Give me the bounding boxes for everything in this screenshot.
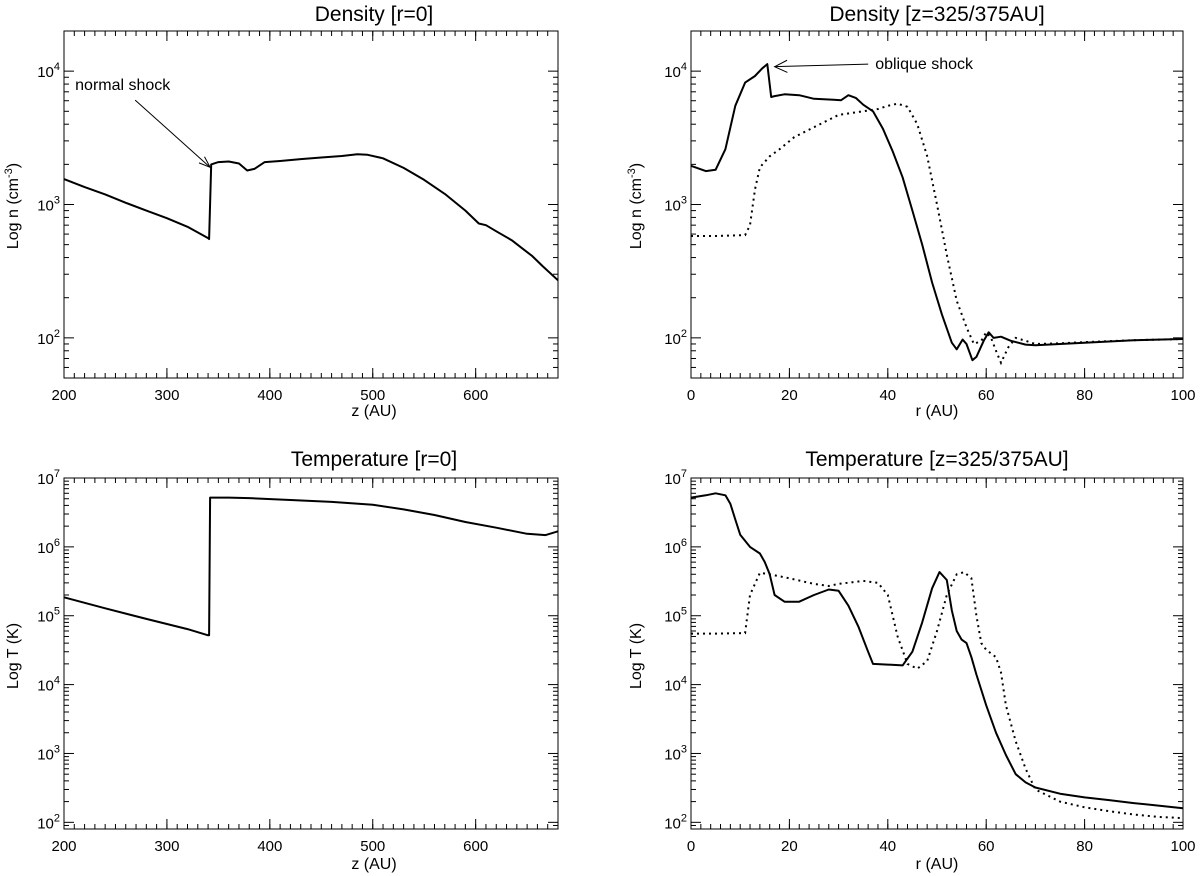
x-tick-label: 200 [51, 387, 76, 404]
y-tick-label: 103 [37, 195, 60, 215]
series-line-z-375au [691, 102, 1184, 366]
y-axis-label: Log T (K) [5, 623, 22, 689]
y-tick-label: 107 [664, 468, 687, 488]
y-tick-label: 104 [664, 675, 687, 695]
axes-frame [63, 477, 559, 830]
x-tick-label: 0 [687, 838, 695, 855]
x-tick-label: 300 [154, 838, 179, 855]
axis-ticks: 200 300 400 500 600 102 103 104 [37, 30, 559, 404]
y-tick-label: 104 [664, 61, 687, 81]
x-axis-label: r (AU) [916, 856, 959, 873]
x-tick-label: 400 [257, 387, 282, 404]
series-line-solid [63, 153, 559, 282]
x-tick-label: 400 [257, 838, 282, 855]
axis-ticks: 0 20 40 60 80 100 102 103 104 [664, 30, 1196, 404]
annotation-arrow [774, 63, 869, 68]
plot-area [63, 477, 559, 830]
series-group [63, 153, 559, 282]
x-tick-label: 100 [1170, 838, 1195, 855]
x-tick-label: 500 [360, 838, 385, 855]
x-tick-label: 500 [360, 387, 385, 404]
x-tick-label: 80 [1076, 387, 1093, 404]
annotation-normal-shock: normal shock [75, 77, 171, 94]
y-tick-label: 104 [37, 675, 60, 695]
y-axis-label-sup: -3 [626, 168, 638, 178]
x-tick-label: 200 [51, 838, 76, 855]
y-tick-label: 102 [664, 328, 687, 348]
y-tick-label: 106 [664, 537, 687, 557]
axes-frame [690, 30, 1184, 379]
x-axis-label: z (AU) [351, 856, 396, 873]
x-tick-label: 20 [781, 838, 798, 855]
plot-area [690, 477, 1184, 830]
series-line-z-325au [690, 492, 1184, 810]
x-tick-label: 0 [687, 387, 695, 404]
panel-title: Temperature [z=325/375AU] [805, 448, 1068, 471]
y-tick-label: 102 [37, 328, 60, 348]
panel-title: Density [z=325/375AU] [829, 3, 1044, 26]
y-tick-label: 106 [37, 537, 60, 557]
panel-temperature-r0: Temperature [r=0] 200 300 400 500 600 102 103… [5, 448, 559, 873]
x-tick-label: 300 [154, 387, 179, 404]
y-axis-label-main: Log n (cm [628, 178, 645, 249]
x-tick-label: 80 [1076, 838, 1093, 855]
x-tick-label: 600 [463, 838, 488, 855]
plot-area [690, 30, 1184, 379]
x-axis-label: z (AU) [351, 403, 396, 420]
x-tick-label: 40 [879, 387, 896, 404]
y-tick-label: 107 [37, 468, 60, 488]
y-axis-label: Log n (cm-3) [626, 163, 645, 249]
series-group [690, 492, 1184, 820]
y-tick-label: 103 [664, 195, 687, 215]
panel-title: Temperature [r=0] [291, 448, 457, 471]
y-tick-label: 103 [664, 743, 687, 763]
axis-ticks: 0 20 40 60 80 100 102 103 104 105 106 107 [664, 468, 1195, 855]
annotation-oblique-shock: oblique shock [875, 56, 974, 73]
panel-temperature-z325-375: Temperature [z=325/375AU] 0 20 40 60 80 100 10… [628, 448, 1196, 873]
panel-density-z325-375: Density [z=325/375AU] 0 20 40 60 80 100 102 10… [626, 3, 1196, 420]
x-tick-label: 100 [1170, 387, 1195, 404]
series-line-z-375au [691, 570, 1184, 820]
x-tick-label: 40 [879, 838, 896, 855]
annotation-arrowhead [198, 156, 212, 169]
y-tick-label: 102 [664, 812, 687, 832]
axis-ticks: 200 300 400 500 600 102 103 104 105 106 107 [37, 468, 559, 855]
y-axis-label: Log n (cm-3) [3, 163, 22, 249]
annotation-group: normal shock [75, 77, 212, 169]
panel-density-r0: Density [r=0] 200 300 400 500 600 102 103 104… [3, 3, 559, 420]
y-tick-label: 103 [37, 743, 60, 763]
axes-frame [690, 477, 1184, 830]
series-group [690, 63, 1184, 366]
series-line-solid [63, 496, 559, 637]
annotation-group: oblique shock [773, 56, 974, 73]
x-tick-label: 600 [463, 387, 488, 404]
y-axis-label-main: Log n (cm [5, 178, 22, 249]
x-tick-label: 60 [978, 387, 995, 404]
x-tick-label: 20 [781, 387, 798, 404]
series-group [63, 496, 559, 637]
y-tick-label: 105 [664, 606, 687, 626]
y-axis-label-sup: -3 [3, 168, 15, 178]
y-tick-label: 102 [37, 812, 60, 832]
annotation-arrowhead [773, 59, 788, 73]
y-axis-label-end: ) [5, 163, 22, 168]
y-tick-label: 105 [37, 606, 60, 626]
x-axis-label: r (AU) [916, 403, 959, 420]
y-tick-label: 104 [37, 61, 60, 81]
y-axis-label: Log T (K) [628, 623, 645, 689]
y-axis-label-end: ) [628, 163, 645, 168]
annotation-arrow [134, 99, 211, 168]
x-tick-label: 60 [978, 838, 995, 855]
series-line-z-325au [690, 63, 1184, 362]
panel-title: Density [r=0] [315, 3, 433, 26]
